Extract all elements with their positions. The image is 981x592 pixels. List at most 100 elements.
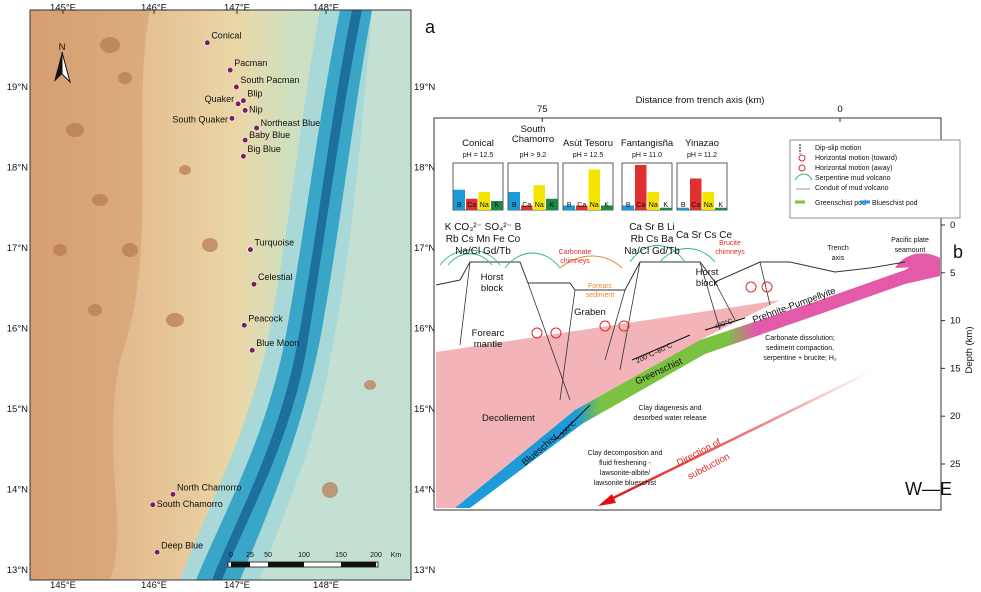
x-tick-label: 75 [537,104,548,115]
lat-label: 17°N [414,243,435,254]
legend-label: Conduit of mud volcano [815,185,889,192]
volcano-label: South Quaker [172,114,228,124]
y-tick-label: 20 [950,411,961,422]
bar-label: Ca [522,202,531,209]
chemistry-text: Rb Cs Ba [631,234,674,245]
volcano-label: Pacman [234,58,267,68]
bar-label: Na [480,202,489,209]
volcano-marker [248,247,254,253]
site-ph: pH > 9.2 [520,152,547,159]
scale-label: 0 [229,552,233,559]
site-name: Yinazao [685,138,719,149]
volcano-marker [241,322,247,328]
scale-bar [228,562,378,567]
lon-label: 145°E [50,580,76,591]
lat-label: 19°N [7,82,28,93]
volcano-marker [241,153,247,159]
trench-label: Trench [827,245,849,252]
chemistry-text: K CO₃²⁻ SO₄²⁻ B [445,222,522,233]
north-label: N [59,42,66,53]
horst-label: Horst [481,272,504,283]
chemistry-text: Ca Sr B Li [629,222,675,233]
site-name: Chamorro [512,134,554,145]
seamount-label: Pacific plate [891,237,929,244]
y-axis-title: Depth (km) [964,327,975,374]
volcano-label: Quaker [205,94,235,104]
volcano-marker [154,549,160,555]
site-ph: pH = 11.0 [632,152,662,159]
site-ph: pH = 11.2 [687,152,717,159]
lat-label: 14°N [7,485,28,496]
legend-label: Dip-slip motion [815,145,861,152]
volcano-marker [205,40,211,46]
panel-label: a [425,17,436,37]
decollement-label: Decollement [482,413,535,424]
volcano-marker [242,137,248,143]
legend-label: Horizontal motion (toward) [815,155,897,162]
legend-label: Horizontal motion (away) [815,165,892,172]
trench-label: axis [832,255,845,262]
process-text: lawsonite-albite/ [600,470,650,477]
chemistry-text: Na/Cl Gd/Tb [455,246,511,257]
bar-label: B [567,202,572,209]
volcano-marker [251,281,257,287]
scale-label: 50 [264,552,272,559]
bar-label: K [663,202,668,209]
lon-label: 147°E [224,580,250,591]
volcano-label: Turquoise [254,238,294,248]
bar-label: K [718,202,723,209]
bar-label: Na [590,202,599,209]
bar-label: B [681,202,686,209]
bar-label: Ca [691,202,700,209]
mantle-label: Forearc [472,328,505,339]
lat-label: 16°N [414,324,435,335]
lat-label: 13°N [414,565,435,576]
site-ph: pH = 12.5 [463,152,494,159]
process-text: Carbonate dissolution; [765,335,835,342]
legend-label: Greenschist pod [815,200,866,207]
process-text: serpentine + brucite; H₂ [763,355,837,362]
brucite-label: Brucite [719,240,741,247]
panel-label: b [953,242,963,262]
volcano-label: Conical [211,31,241,41]
bar-label: B [457,202,462,209]
bar-label: Na [704,202,713,209]
y-tick-label: 10 [950,316,961,327]
volcano-marker [249,347,255,353]
volcano-label: Nip [249,104,263,114]
scale-label: 100 [298,552,310,559]
brucite-label: chimneys [715,249,745,256]
x-tick-label: 0 [837,104,842,115]
bar-label: Ca [636,202,645,209]
process-text: Clay diagenesis and [638,405,701,412]
bar-label: K [494,202,499,209]
scale-label: 25 [246,552,254,559]
process-text: desorbed water release [633,415,706,422]
horst-label: Horst [696,267,719,278]
x-axis-title: Distance from trench axis (km) [636,95,765,106]
legend-label: Serpentine mud volcano [815,175,891,182]
site-name: Fantangisña [621,138,674,149]
volcano-label: Blip [247,89,262,99]
volcano-marker [229,116,235,122]
bar-label: Ca [467,202,476,209]
scale-unit: Km [391,552,402,559]
lat-label: 16°N [7,324,28,335]
volcano-label: South Pacman [240,75,299,85]
volcano-marker [242,108,248,114]
volcano-label: Peacock [248,313,283,323]
volcano-marker [241,98,247,104]
lat-label: 18°N [414,163,435,174]
figure: N a [0,0,981,592]
volcano-label: South Chamorro [157,499,223,509]
lat-label: 19°N [414,82,435,93]
sediment-label: Forearc [588,283,613,290]
lon-label: 146°E [141,580,167,591]
process-text: sediment compaction, [766,345,834,352]
bar-label: B [512,202,517,209]
horst-label: block [481,283,503,294]
bar-label: Na [649,202,658,209]
lon-label: 148°E [313,580,339,591]
carbonate-label: chimneys [560,258,590,265]
volcano-label: Baby Blue [249,130,290,140]
